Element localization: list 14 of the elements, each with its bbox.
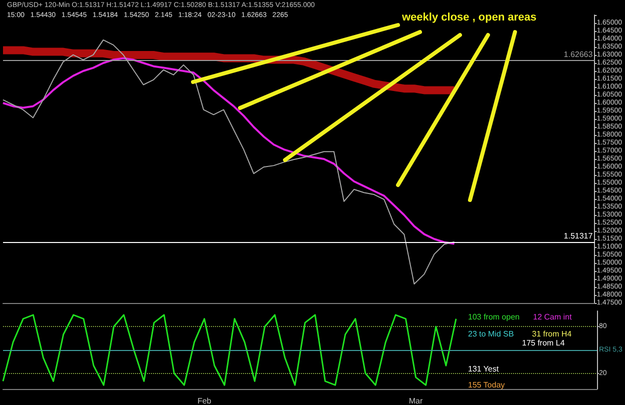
x-tick-label: Feb — [197, 396, 212, 405]
line-series — [2, 314, 457, 386]
annotation: 23 to Mid SB — [468, 330, 514, 338]
annotation: 31 from H4 — [532, 330, 572, 338]
annotation: 175 from L4 — [522, 338, 566, 348]
line-series — [2, 57, 456, 245]
annotation: weekly close , open areas — [401, 12, 537, 24]
ref-line-label: 1.51317 — [564, 231, 594, 240]
ref-line-label: 1.62663 — [564, 50, 594, 59]
annotation: 155 Today — [468, 380, 505, 390]
annotation: 103 from open — [468, 312, 520, 322]
x-tick-label: Mar — [408, 396, 423, 405]
annotation: 12 Cam int — [533, 312, 572, 322]
annotation: 131 Yest — [468, 364, 500, 374]
